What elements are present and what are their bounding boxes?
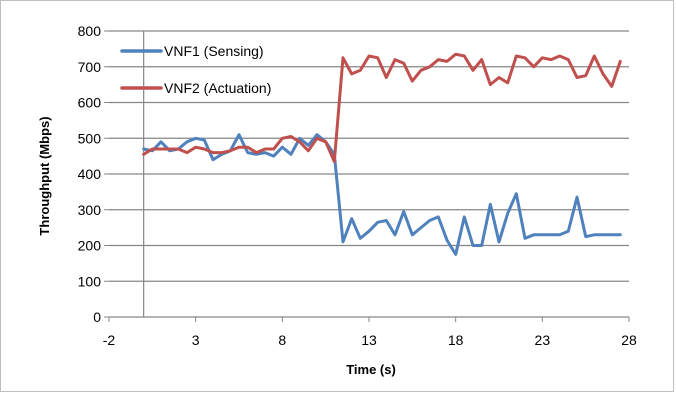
y-tick-label-4: 400 [78, 166, 102, 182]
x-tick-label-6: 28 [621, 332, 637, 348]
legend-label-1: VNF1 (Sensing) [164, 43, 264, 59]
gridlines [109, 30, 629, 282]
series-line-2 [142, 52, 622, 163]
x-tick-label-1: 3 [192, 332, 200, 348]
legend: VNF1 (Sensing) VNF2 (Actuation) [120, 43, 271, 96]
x-tick-label-4: 18 [448, 332, 464, 348]
y-tick-label-2: 200 [78, 238, 102, 254]
axes [104, 30, 630, 322]
y-tick-label-6: 600 [78, 95, 102, 111]
series-line-1 [142, 133, 622, 256]
y-tick-label-5: 500 [78, 130, 102, 146]
x-tick-label-5: 23 [535, 332, 551, 348]
y-tick-labels: 0 100 200 300 400 500 600 700 800 [78, 23, 102, 325]
y-axis-label: Throughput (Mbps) [37, 116, 52, 235]
legend-label-2: VNF2 (Actuation) [164, 80, 271, 96]
x-tick-label-2: 8 [278, 332, 286, 348]
y-tick-label-3: 300 [78, 202, 102, 218]
x-tick-label-0: -2 [103, 332, 116, 348]
y-tick-label-1: 100 [78, 273, 102, 289]
x-tick-labels: -2 3 8 13 18 23 28 [103, 332, 637, 348]
y-tick-label-8: 800 [78, 23, 102, 39]
y-tick-label-0: 0 [93, 309, 101, 325]
y-tick-label-7: 700 [78, 59, 102, 75]
x-tick-label-3: 13 [361, 332, 377, 348]
series-lines [142, 52, 622, 256]
x-axis-label: Time (s) [346, 362, 396, 377]
